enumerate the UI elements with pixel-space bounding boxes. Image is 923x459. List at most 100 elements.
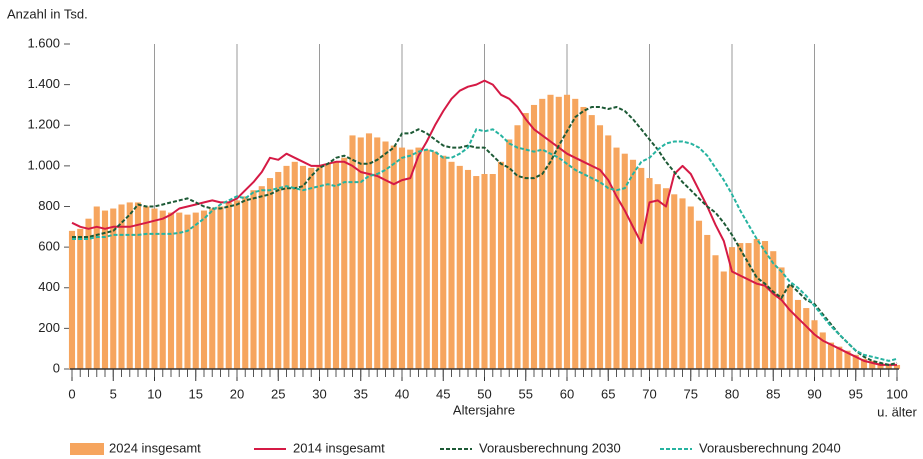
bar — [266, 178, 274, 369]
line — [72, 106, 898, 366]
bar — [860, 358, 868, 369]
bar — [68, 230, 76, 369]
bar — [440, 155, 447, 369]
bar — [638, 167, 645, 369]
bar — [770, 251, 777, 369]
y-tick-label: 0 — [53, 360, 60, 375]
bar — [506, 139, 513, 369]
y-tick-label: 600 — [38, 239, 60, 254]
x-tick-label: 55 — [519, 386, 533, 401]
bar — [357, 137, 364, 369]
bar — [118, 204, 125, 369]
x-tick-label: 90 — [807, 386, 821, 401]
bar — [324, 163, 331, 369]
bar — [852, 354, 859, 369]
bar — [110, 208, 117, 369]
bar — [308, 167, 315, 369]
y-axis-label: Anzahl in Tsd. — [7, 6, 88, 21]
x-note: u. älter — [877, 404, 917, 419]
x-tick-label: 10 — [147, 386, 161, 401]
bar — [134, 202, 142, 369]
bar — [291, 161, 298, 369]
y-tick-label: 1.200 — [27, 117, 60, 132]
bar — [695, 220, 703, 369]
bar — [613, 147, 620, 369]
bar — [423, 149, 430, 369]
bar — [555, 96, 562, 369]
bar — [332, 161, 340, 369]
bar — [704, 234, 711, 369]
bar — [209, 208, 216, 369]
x-tick-label: 60 — [560, 386, 574, 401]
bar — [679, 198, 686, 369]
bar — [77, 228, 84, 369]
bar — [473, 176, 480, 369]
bar — [151, 208, 158, 369]
bar — [365, 133, 373, 369]
bar — [737, 243, 744, 369]
x-tick-label: 35 — [354, 386, 368, 401]
x-tick-label: 65 — [601, 386, 615, 401]
bar — [572, 98, 579, 369]
x-tick-label: 15 — [189, 386, 203, 401]
y-tick-label: 1.600 — [27, 35, 60, 50]
bar — [407, 149, 414, 369]
bar — [580, 106, 587, 369]
bar — [299, 165, 307, 369]
bar — [167, 212, 175, 369]
bar — [184, 214, 191, 369]
x-tick-label: 75 — [684, 386, 698, 401]
x-tick-label: 20 — [230, 386, 244, 401]
bar — [242, 196, 249, 369]
bar — [176, 212, 183, 369]
bar — [836, 346, 843, 369]
bar — [811, 320, 818, 369]
bar — [258, 186, 265, 369]
x-tick-label: 40 — [395, 386, 409, 401]
bar — [712, 255, 719, 369]
bar — [464, 169, 472, 369]
bar — [489, 174, 496, 369]
bar — [200, 210, 208, 369]
bar — [101, 210, 109, 369]
bar — [530, 104, 538, 369]
bar — [93, 206, 100, 369]
bar — [390, 145, 397, 369]
x-tick-label: 45 — [436, 386, 450, 401]
bar — [382, 141, 389, 369]
bar — [275, 171, 282, 369]
bar — [596, 125, 604, 369]
bar — [159, 210, 166, 369]
x-tick-label: 50 — [477, 386, 491, 401]
bar — [233, 200, 241, 369]
bar — [349, 135, 356, 369]
legend-label: 2024 insgesamt — [109, 440, 201, 455]
bar — [745, 243, 752, 369]
y-tick-label: 200 — [38, 320, 60, 335]
bar — [819, 332, 826, 369]
bar — [431, 151, 439, 369]
bar — [687, 206, 694, 369]
bar — [786, 285, 793, 369]
bar — [563, 94, 571, 369]
x-tick-label: 80 — [725, 386, 739, 401]
bar — [316, 165, 323, 369]
bar — [250, 190, 257, 369]
bar — [192, 212, 199, 369]
bar — [753, 239, 760, 369]
y-tick-label: 800 — [38, 198, 60, 213]
bar — [662, 188, 670, 369]
bar — [225, 202, 232, 369]
bar — [803, 308, 810, 369]
bar — [646, 178, 653, 369]
x-tick-label: 0 — [68, 386, 75, 401]
bar — [671, 194, 678, 369]
bar — [514, 125, 521, 369]
bar — [728, 247, 736, 369]
bar — [869, 360, 876, 369]
bar — [341, 157, 348, 369]
x-tick-label: 30 — [312, 386, 326, 401]
x-tick-label: 5 — [110, 386, 117, 401]
bar — [143, 206, 150, 369]
bar — [85, 218, 92, 369]
